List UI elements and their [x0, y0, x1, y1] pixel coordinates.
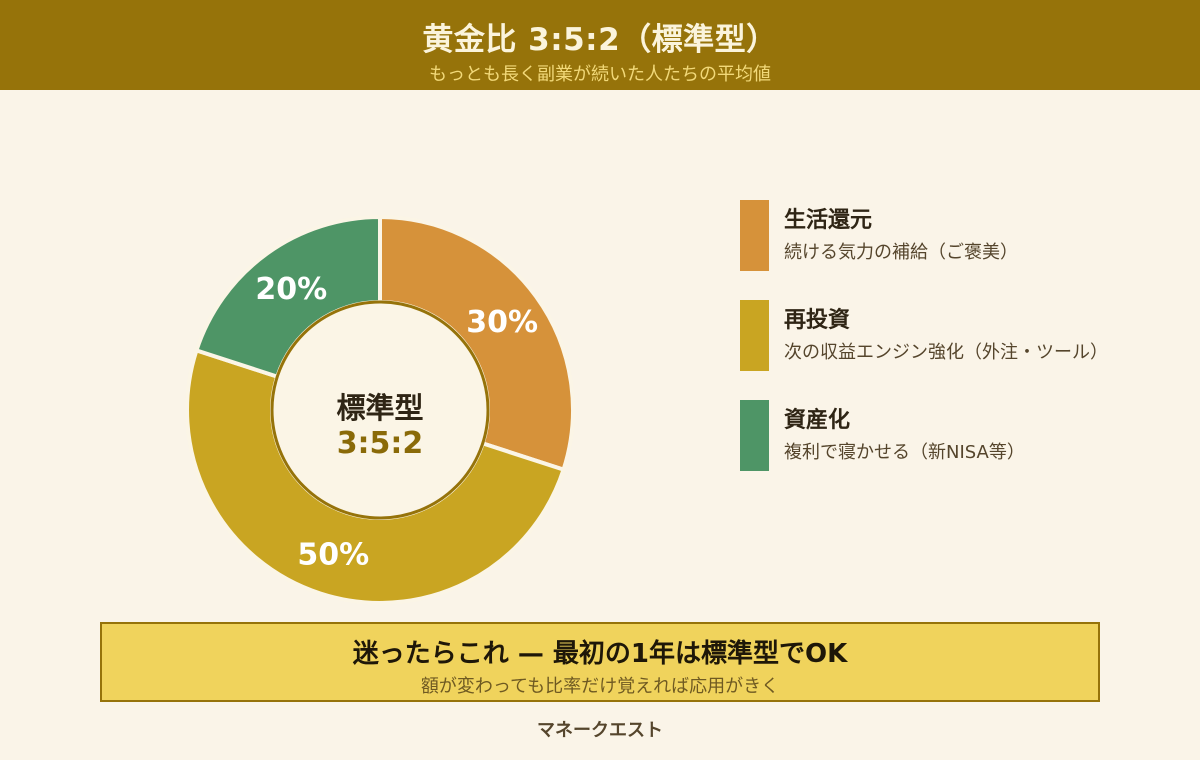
legend-title: 再投資 — [784, 308, 851, 333]
legend-title: 資産化 — [784, 408, 851, 433]
page-subtitle: もっとも長く副業が続いた人たちの平均値 — [429, 64, 771, 85]
legend-item-assets: 資産化 複利で寝かせる（新NISA等） — [740, 400, 1160, 472]
legend-item-reinvest: 再投資 次の収益エンジン強化（外注・ツール） — [740, 300, 1160, 372]
slice-percent-label: 20% — [255, 272, 327, 307]
slice-percent-label: 30% — [466, 305, 538, 340]
legend-desc: 次の収益エンジン強化（外注・ツール） — [784, 342, 1108, 363]
legend-swatch — [740, 200, 769, 271]
header-banner: 黄金比 3:5:2（標準型） もっとも長く副業が続いた人たちの平均値 — [0, 0, 1200, 90]
callout-subtitle: 額が変わっても比率だけ覚えれば応用がきく — [420, 676, 780, 697]
legend-desc: 続ける気力の補給（ご褒美） — [784, 242, 1018, 263]
legend-title: 生活還元 — [784, 208, 873, 233]
page-title: 黄金比 3:5:2（標準型） — [422, 22, 778, 58]
legend-item-living: 生活還元 続ける気力の補給（ご褒美） — [740, 200, 1160, 272]
donut-center-disc — [270, 300, 490, 520]
tip-callout: 迷ったらこれ — 最初の1年は標準型でOK 額が変わっても比率だけ覚えれば応用が… — [100, 622, 1100, 702]
legend-swatch — [740, 400, 769, 471]
callout-title: 迷ったらこれ — 最初の1年は標準型でOK — [352, 639, 848, 669]
legend-swatch — [740, 300, 769, 371]
donut-center-title: 標準型 — [336, 391, 423, 425]
legend-desc: 複利で寝かせる（新NISA等） — [784, 442, 1025, 463]
footer-brand: マネークエスト — [537, 720, 663, 741]
slice-percent-label: 50% — [297, 538, 369, 573]
donut-center-ratio: 3:5:2 — [337, 426, 424, 461]
